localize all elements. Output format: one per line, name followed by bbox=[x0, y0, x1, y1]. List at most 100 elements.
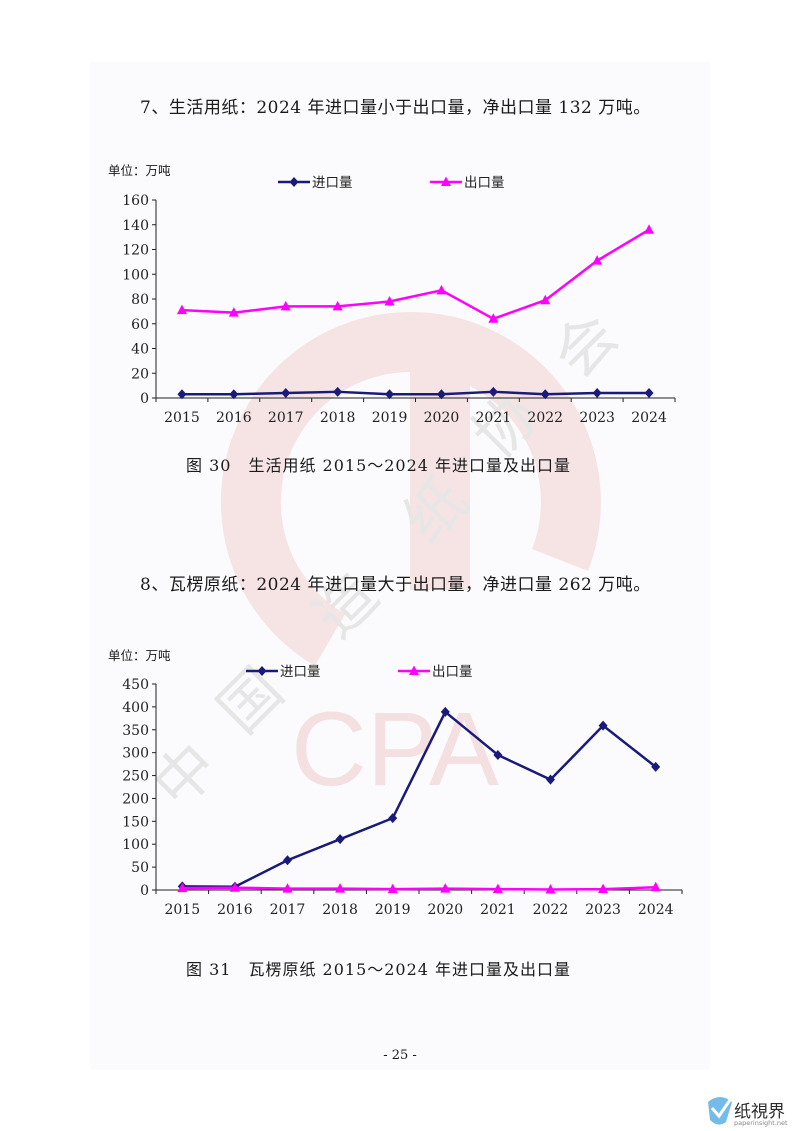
y-tick-label: 60 bbox=[131, 317, 149, 333]
data-point-export bbox=[650, 881, 661, 892]
page-number: - 25 - bbox=[383, 1048, 417, 1063]
x-tick-label: 2017 bbox=[270, 902, 306, 918]
x-tick-label: 2020 bbox=[427, 902, 463, 918]
data-point-import bbox=[598, 720, 608, 731]
y-tick-label: 0 bbox=[140, 391, 149, 407]
x-tick-label: 2018 bbox=[322, 902, 358, 918]
data-point-export bbox=[436, 284, 447, 295]
x-tick-label: 2024 bbox=[631, 410, 667, 426]
y-tick-label: 450 bbox=[122, 677, 149, 693]
data-point-export bbox=[545, 884, 556, 894]
data-point-export bbox=[492, 883, 503, 894]
data-point-export bbox=[592, 255, 603, 265]
x-tick-label: 2019 bbox=[372, 410, 408, 426]
y-tick-label: 50 bbox=[131, 860, 149, 876]
x-tick-label: 2021 bbox=[476, 410, 512, 426]
data-point-export bbox=[644, 224, 655, 234]
data-point-export bbox=[540, 294, 551, 305]
data-point-import bbox=[651, 761, 661, 772]
x-tick-label: 2021 bbox=[480, 902, 516, 918]
x-tick-label: 2024 bbox=[638, 902, 674, 918]
data-point-import bbox=[229, 389, 239, 400]
data-point-export bbox=[488, 313, 499, 323]
y-tick-label: 120 bbox=[122, 243, 149, 259]
data-point-import bbox=[385, 389, 395, 400]
y-tick-label: 300 bbox=[122, 746, 149, 762]
x-tick-label: 2019 bbox=[375, 902, 411, 918]
x-tick-label: 2023 bbox=[579, 410, 615, 426]
y-tick-label: 20 bbox=[131, 366, 149, 382]
legend-marker bbox=[409, 665, 419, 675]
logo-name: 纸視界 bbox=[734, 1102, 785, 1122]
series-line-export bbox=[181, 228, 650, 321]
x-tick-label: 2022 bbox=[527, 410, 563, 426]
data-point-import bbox=[333, 386, 343, 397]
y-tick-label: 160 bbox=[122, 193, 149, 209]
y-tick-label: 250 bbox=[122, 769, 149, 785]
data-point-import bbox=[335, 834, 345, 845]
legend-marker bbox=[257, 666, 267, 676]
series-line-import bbox=[181, 390, 650, 396]
data-point-export bbox=[440, 883, 451, 893]
x-tick-label: 2023 bbox=[585, 902, 621, 918]
x-tick-label: 2016 bbox=[217, 902, 253, 918]
chart1-caption: 图 30 生活用纸 2015～2024 年进口量及出口量 bbox=[186, 456, 572, 475]
data-point-import bbox=[592, 388, 602, 399]
x-tick-label: 2018 bbox=[320, 410, 356, 426]
y-tick-label: 200 bbox=[122, 791, 149, 807]
data-point-export bbox=[335, 883, 346, 893]
section7-heading: 7、生活用纸：2024 年进口量小于出口量，净出口量 132 万吨。 bbox=[140, 98, 651, 118]
y-tick-label: 0 bbox=[140, 883, 149, 899]
data-point-export bbox=[282, 883, 293, 893]
data-point-export bbox=[384, 295, 395, 306]
legend-label: 出口量 bbox=[432, 664, 473, 680]
legend-label: 进口量 bbox=[280, 664, 321, 680]
x-tick-label: 2016 bbox=[216, 410, 252, 426]
y-tick-label: 150 bbox=[122, 814, 149, 830]
data-point-export bbox=[332, 300, 343, 311]
data-point-export bbox=[228, 307, 239, 317]
x-tick-label: 2017 bbox=[268, 410, 304, 426]
data-point-import bbox=[493, 749, 503, 760]
chart-tissue-paper: 0 20 40 60 80 100 120 140 160 2015 2016 2017 2018 201… bbox=[100, 165, 700, 435]
logo-icon bbox=[708, 1097, 732, 1125]
data-point-export bbox=[229, 882, 240, 892]
legend-label: 出口量 bbox=[464, 175, 505, 191]
x-tick-label: 2015 bbox=[164, 902, 200, 918]
chart1-unit-label: 单位：万吨 bbox=[108, 163, 171, 178]
data-point-import bbox=[644, 388, 654, 399]
chart-corrugating-medium: 0 50 100 150 200 250 300 350 400 450 2015 2016 2017 2… bbox=[100, 650, 700, 930]
legend-marker bbox=[289, 177, 299, 187]
data-point-import bbox=[546, 774, 555, 785]
y-tick-label: 80 bbox=[131, 292, 149, 308]
data-point-export bbox=[387, 883, 398, 894]
chart2-caption: 图 31 瓦楞原纸 2015～2024 年进口量及出口量 bbox=[186, 960, 572, 979]
data-point-import bbox=[540, 389, 550, 400]
series-line-export bbox=[182, 886, 656, 891]
data-point-import bbox=[177, 389, 187, 400]
data-point-import bbox=[283, 855, 292, 866]
data-point-export bbox=[176, 304, 187, 315]
y-tick-label: 100 bbox=[122, 837, 149, 853]
legend-marker bbox=[441, 176, 451, 186]
x-tick-label: 2022 bbox=[533, 902, 569, 918]
data-point-export bbox=[598, 883, 609, 894]
y-tick-label: 350 bbox=[122, 723, 149, 739]
data-point-export bbox=[177, 882, 188, 893]
data-point-import bbox=[436, 389, 446, 400]
y-tick-label: 140 bbox=[122, 218, 149, 234]
logo-site: paperinsight.net bbox=[734, 1119, 788, 1127]
chart2-unit-label: 单位：万吨 bbox=[108, 648, 171, 663]
legend-label: 进口量 bbox=[312, 175, 353, 191]
x-tick-label: 2015 bbox=[164, 410, 200, 426]
data-point-import bbox=[388, 813, 398, 824]
data-point-import bbox=[440, 706, 450, 717]
data-point-export bbox=[280, 300, 291, 311]
y-tick-label: 40 bbox=[131, 342, 149, 358]
y-tick-label: 400 bbox=[122, 700, 149, 716]
series-line-import bbox=[182, 710, 657, 889]
section8-heading: 8、瓦楞原纸：2024 年进口量大于出口量，净进口量 262 万吨。 bbox=[140, 575, 651, 595]
x-tick-label: 2020 bbox=[424, 410, 460, 426]
data-point-import bbox=[281, 388, 291, 399]
data-point-import bbox=[488, 386, 498, 397]
